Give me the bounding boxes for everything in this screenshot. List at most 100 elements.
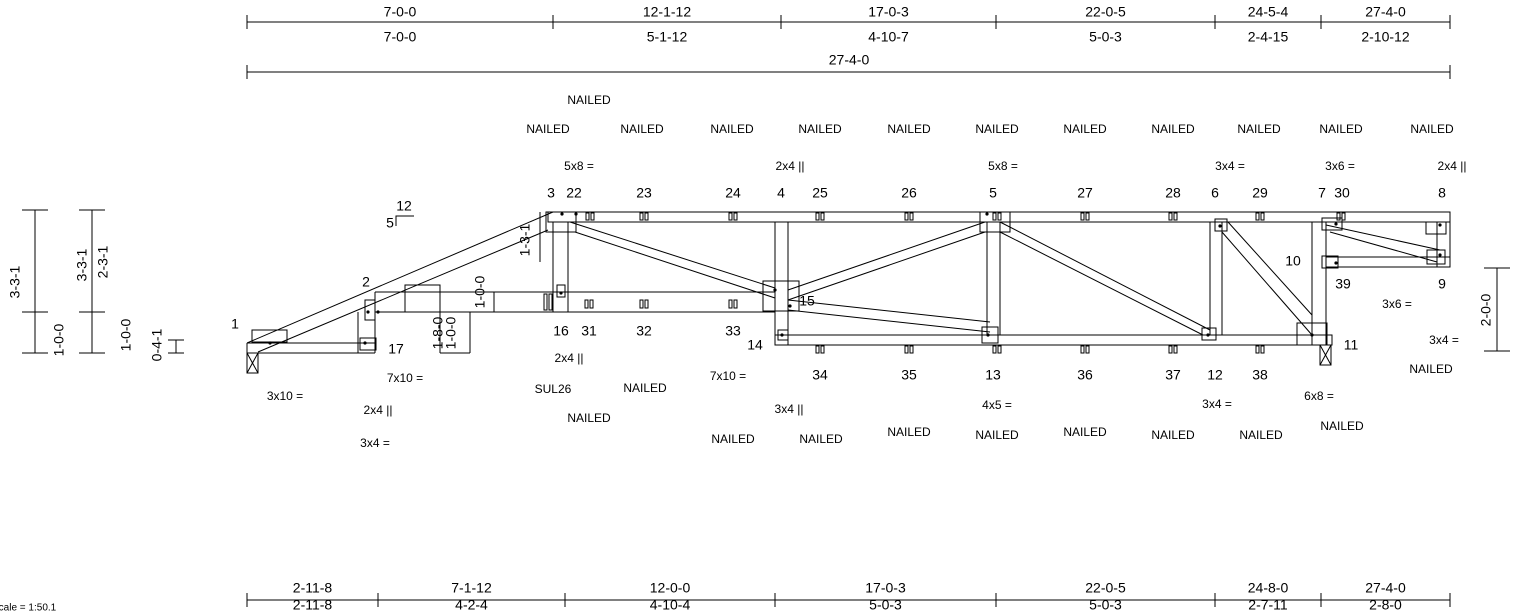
connector-label: NAILED xyxy=(1151,428,1195,442)
nail-mark xyxy=(1168,345,1173,354)
joint-dot xyxy=(1438,223,1442,227)
joint-dot xyxy=(559,291,563,295)
nail-mark xyxy=(820,212,825,221)
plate xyxy=(1201,327,1217,341)
nail-mark xyxy=(589,299,594,309)
plate xyxy=(1425,221,1447,235)
dimension-label: 4-10-4 xyxy=(650,597,691,613)
dimension-label: 2-7-11 xyxy=(1248,597,1288,613)
dimension-label: 27-4-0 xyxy=(1365,4,1406,20)
connector-label: NAILED xyxy=(1320,419,1364,433)
plate-size: 2x4 || xyxy=(776,159,805,173)
joint-number: 2 xyxy=(362,274,370,290)
joint-number: 23 xyxy=(636,185,652,201)
dimension-label: 7-0-0 xyxy=(384,29,417,45)
nail-mark xyxy=(644,299,649,309)
connector-label: NAILED xyxy=(623,381,667,395)
nail-mark xyxy=(1173,212,1178,221)
web xyxy=(552,221,569,313)
joint-number: 34 xyxy=(812,367,828,383)
member-line xyxy=(1329,231,1438,263)
plate-size: 3x4 || xyxy=(775,402,804,416)
joint-number: 14 xyxy=(747,337,763,353)
joint-dot xyxy=(268,341,272,345)
dimension-label: 4-2-4 xyxy=(455,597,488,613)
height-dimension: 1-8-0 xyxy=(430,316,446,349)
joint-number: 35 xyxy=(901,367,917,383)
pitch-rise: 5 xyxy=(386,215,394,231)
web xyxy=(1436,221,1451,268)
nail-mark xyxy=(543,293,548,311)
plate xyxy=(251,329,288,343)
member-line xyxy=(257,229,549,353)
joint-number: 10 xyxy=(1285,253,1301,269)
dimension-label: 2-10-12 xyxy=(1361,29,1409,45)
joint-number: 17 xyxy=(388,341,404,357)
plate xyxy=(1426,249,1446,265)
member-line xyxy=(246,211,554,344)
joint-number: 22 xyxy=(566,185,582,201)
connector-label: NAILED xyxy=(887,122,931,136)
plate-size: 3x10 = xyxy=(267,389,303,403)
connector-label: NAILED xyxy=(710,122,754,136)
connector-label: NAILED xyxy=(526,122,570,136)
joint-number: 26 xyxy=(901,185,917,201)
dimension-label: 2-11-8 xyxy=(293,580,333,596)
plate xyxy=(1321,255,1339,269)
nail-mark xyxy=(909,345,914,354)
nail-mark xyxy=(1255,345,1260,354)
dimension-label: 7-0-0 xyxy=(384,4,417,20)
joint-number: 27 xyxy=(1077,185,1093,201)
connector-label: NAILED xyxy=(799,432,843,446)
member-line xyxy=(1325,224,1441,251)
nail-mark xyxy=(590,212,595,221)
web xyxy=(986,221,1001,336)
height-dimension: 3-3-1 xyxy=(7,265,23,298)
nail-mark xyxy=(1260,212,1265,221)
nail-mark xyxy=(909,212,914,221)
joint-dot xyxy=(985,212,989,216)
plate xyxy=(404,284,441,313)
connector-label: NAILED xyxy=(1410,122,1454,136)
nail-mark xyxy=(1336,212,1341,221)
plate xyxy=(981,326,999,344)
nail-mark xyxy=(584,299,589,309)
plate-size: 3x6 = xyxy=(1382,297,1412,311)
connector-label: NAILED xyxy=(975,428,1019,442)
joint-number: 7 xyxy=(1318,185,1326,201)
joint-number: 3 xyxy=(547,185,555,201)
plate-size: 3x4 = xyxy=(1202,397,1232,411)
joint-number: 24 xyxy=(725,185,741,201)
nail-mark xyxy=(1085,345,1090,354)
connector-label: NAILED xyxy=(1237,122,1281,136)
joint-dot xyxy=(788,304,792,308)
nail-mark xyxy=(815,212,820,221)
joint-number: 28 xyxy=(1165,185,1181,201)
plate-size: 5x8 = xyxy=(564,159,594,173)
nail-mark xyxy=(815,345,820,354)
connector-label: NAILED xyxy=(1063,425,1107,439)
nail-mark xyxy=(1341,212,1346,221)
joint-number: 33 xyxy=(725,323,741,339)
nail-mark xyxy=(733,212,738,221)
member-line xyxy=(787,299,991,323)
joint-dot xyxy=(574,212,578,216)
dimension-label: 24-5-4 xyxy=(1248,4,1289,20)
nail-mark xyxy=(728,299,733,309)
pitch-symbol xyxy=(395,215,414,226)
dimension-label: 4-10-7 xyxy=(868,29,909,45)
member-line xyxy=(574,231,776,299)
plate xyxy=(556,284,566,298)
joint-number: 11 xyxy=(1344,337,1359,353)
nail-mark xyxy=(1173,345,1178,354)
bottom-chord xyxy=(774,334,1333,346)
connector-label: NAILED xyxy=(1319,122,1363,136)
dimension-label: 22-0-5 xyxy=(1085,4,1126,20)
member-line xyxy=(999,221,1211,331)
nail-mark xyxy=(639,212,644,221)
bearing-x xyxy=(1319,344,1332,366)
nail-mark xyxy=(1255,212,1260,221)
joint-number: 4 xyxy=(777,185,785,201)
overall-dimension: 27-4-0 xyxy=(829,52,870,68)
